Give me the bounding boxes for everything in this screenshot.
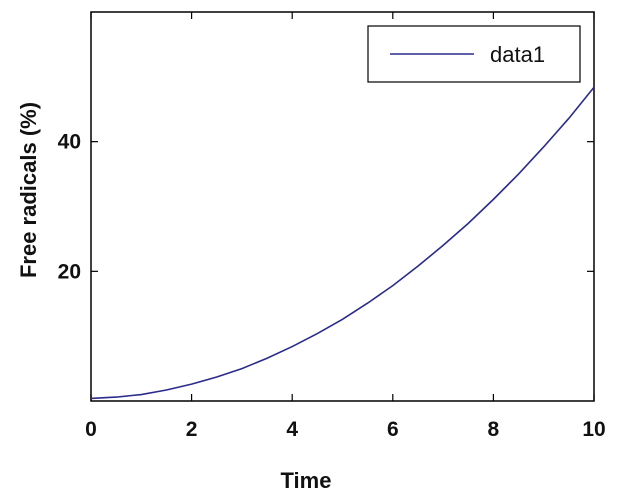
x-tick-label-2: 4: [286, 418, 298, 441]
y-tick-label-0: 20: [58, 260, 81, 283]
series-line-data1: [90, 86, 595, 400]
x-tick-label-4: 8: [488, 418, 500, 441]
y-axis-title: Free radicals (%): [16, 102, 41, 278]
x-tick-label-5: 10: [582, 418, 605, 441]
x-tick-label-3: 6: [387, 418, 399, 441]
ticks-layer: 0 2 4 6 8 10 20 40: [58, 12, 606, 441]
x-tick-label-0: 0: [85, 418, 97, 441]
x-tick-label-1: 2: [186, 418, 198, 441]
y-tick-label-1: 40: [58, 131, 81, 154]
x-axis-title: Time: [281, 468, 332, 493]
legend: data1: [367, 25, 581, 83]
legend-label: data1: [490, 42, 545, 67]
